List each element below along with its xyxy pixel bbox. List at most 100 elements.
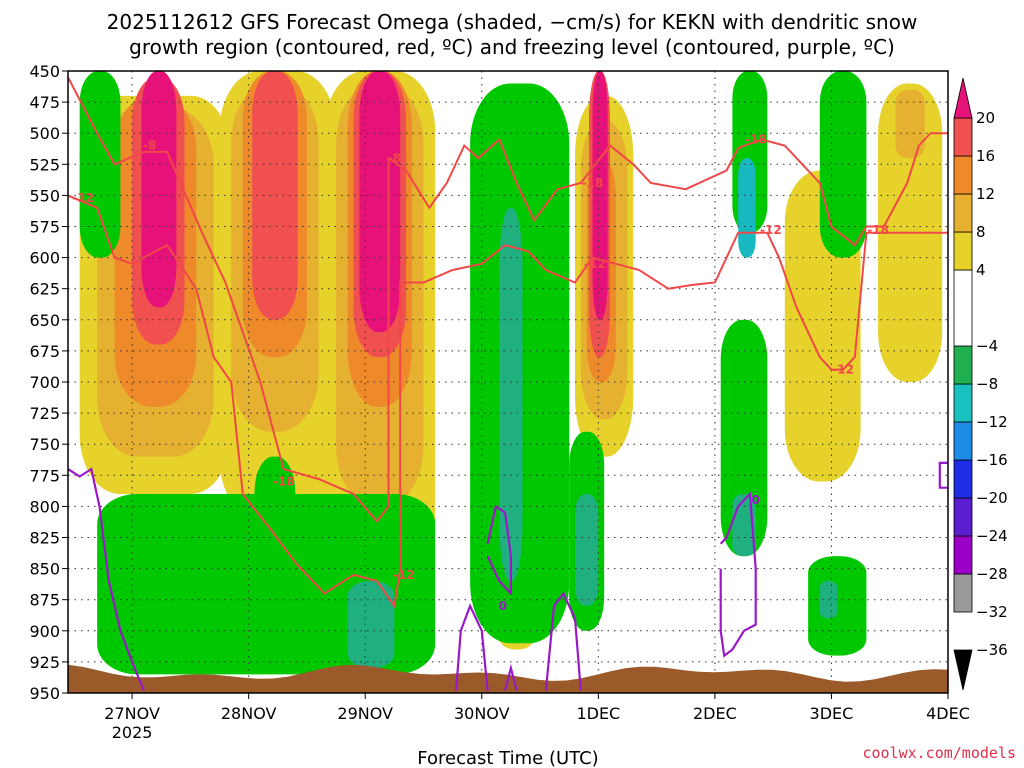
- dgz-minus12-2dec-label: -12: [760, 223, 782, 237]
- colorbar-label-8: 8: [976, 223, 986, 241]
- colorbar: 20 16 12 8 4 −4 −8 −12 −16 −20 −24 −28 −32 −36: [953, 77, 1008, 691]
- colorbar-label--16: −16: [976, 451, 1008, 469]
- dgz-minus18-3dec-label: -18: [867, 223, 889, 237]
- dgz-minus8-upper-label: -8: [143, 139, 156, 153]
- colorbar-band-2: [953, 497, 973, 537]
- credit-text: coolwx.com/models: [862, 744, 1016, 762]
- colorbar-band-10: [953, 155, 973, 195]
- colorbar-label-16: 16: [976, 147, 995, 165]
- colorbar-top-arrow: [953, 77, 973, 119]
- colorbar-label--4: −4: [976, 337, 998, 355]
- colorbar-label--12: −12: [976, 413, 1008, 431]
- y-axis-ticks: 450 475 500 525 550 575 600 625 650 675 700 725 750 7…: [29, 62, 68, 703]
- y-tick-label-525: 525: [29, 155, 60, 174]
- y-tick-label-625: 625: [29, 280, 60, 299]
- dgz-minus12-29nov-label: -12: [393, 568, 415, 582]
- x-tick-label-29NOV: 29NOV: [337, 704, 393, 723]
- colorbar-label--36: −36: [976, 641, 1008, 659]
- x-tick-label-27NOV: 27NOV: [104, 704, 160, 723]
- colorbar-band-11: [953, 117, 973, 157]
- dgz-minus18-label-28nov-label: -18: [273, 475, 295, 489]
- omega-blob-red-28nov: [252, 71, 298, 320]
- colorbar-band-0: [953, 573, 973, 613]
- y-tick-label-875: 875: [29, 591, 60, 610]
- x-tick-label-2DEC: 2DEC: [693, 704, 737, 723]
- colorbar-band-3: [953, 459, 973, 499]
- y-tick-label-800: 800: [29, 497, 60, 516]
- omega-blob-green-2dec-low: [720, 319, 768, 557]
- colorbar-label--24: −24: [976, 527, 1008, 545]
- x-tick-label-30NOV: 30NOV: [454, 704, 510, 723]
- y-tick-label-925: 925: [29, 653, 60, 672]
- y-tick-label-825: 825: [29, 529, 60, 548]
- y-tick-label-750: 750: [29, 435, 60, 454]
- dendritic-growth-contours: -8 -12 -18 -8 -12 -12 -18 -18 -12 -18 -12: [68, 76, 948, 609]
- fz-27nov: [68, 467, 145, 691]
- freezing-label-1: 0: [752, 493, 760, 507]
- omega-blob-teal-29nov: [347, 581, 395, 669]
- y-tick-label-900: 900: [29, 622, 60, 641]
- fz-30nov-c: [504, 663, 518, 691]
- omega-shading: [79, 71, 943, 675]
- x-tick-label-28NOV: 28NOV: [221, 704, 277, 723]
- dgz-minus12-1dec-label: -12: [584, 257, 606, 271]
- colorbar-label--28: −28: [976, 565, 1008, 583]
- y-tick-label-950: 950: [29, 684, 60, 703]
- colorbar-band-5: [953, 383, 973, 423]
- colorbar-label--8: −8: [976, 375, 998, 393]
- x-axis-label: Forecast Time (UTC): [417, 748, 598, 768]
- dgz-minus8-upper-line: [68, 76, 948, 523]
- omega-blob-magenta-27nov: [141, 71, 177, 308]
- y-tick-label-650: 650: [29, 311, 60, 330]
- dgz-minus12-lower-line: [68, 194, 948, 609]
- omega-blob-green-3dec-top: [819, 71, 867, 258]
- omega-blob-teal-1dec-low: [575, 493, 599, 606]
- colorbar-bottom-arrow: [953, 649, 973, 691]
- y-tick-label-550: 550: [29, 186, 60, 205]
- colorbar-band-9: [953, 193, 973, 233]
- chart-title-line1: 2025112612 GFS Forecast Omega (shaded, −…: [107, 10, 918, 34]
- dgz-minus8-29nov-label: -8: [388, 151, 401, 165]
- dgz-minus18-2dec-label: -18: [745, 132, 767, 146]
- fz-4dec: [938, 461, 948, 489]
- y-tick-label-700: 700: [29, 373, 60, 392]
- colorbar-label-12: 12: [976, 185, 995, 203]
- fz-1dec: [544, 591, 582, 691]
- dgz-minus12-3dec-label: -12: [832, 363, 854, 377]
- y-tick-label-575: 575: [29, 218, 60, 237]
- omega-blob-green-28nov-spike: [254, 456, 296, 669]
- x-tick-label-4DEC: 4DEC: [926, 704, 970, 723]
- y-tick-label-500: 500: [29, 124, 60, 143]
- colorbar-band-4: [953, 421, 973, 461]
- freezing-level-contours: 00: [68, 461, 948, 691]
- y-tick-label-450: 450: [29, 62, 60, 81]
- dgz-minus18-1dec-label: -18: [582, 176, 604, 190]
- omega-blob-gold-4dec: [895, 89, 925, 159]
- colorbar-band-1: [953, 535, 973, 575]
- x-tick-sublabel-27NOV: 2025: [112, 723, 153, 742]
- omega-blob-teal-2dec: [738, 158, 756, 258]
- y-tick-label-725: 725: [29, 404, 60, 423]
- y-tick-label-675: 675: [29, 342, 60, 361]
- omega-blob-teal-30nov: [499, 207, 523, 582]
- x-tick-label-1DEC: 1DEC: [576, 704, 620, 723]
- x-tick-label-3DEC: 3DEC: [810, 704, 854, 723]
- chart-title-line2: growth region (contoured, red, ºC) and f…: [129, 35, 895, 59]
- fz-30nov-a: [455, 603, 489, 691]
- colorbar-band-7: [953, 269, 973, 347]
- colorbar-band-6: [953, 345, 973, 385]
- fz-2dec: [719, 491, 757, 658]
- dgz-minus12-lower-label: -12: [72, 191, 94, 205]
- omega-blob-magenta-29nov: [359, 71, 401, 333]
- y-tick-label-775: 775: [29, 466, 60, 485]
- colorbar-label-4: 4: [976, 261, 986, 279]
- y-tick-label-475: 475: [29, 93, 60, 112]
- colorbar-label--20: −20: [976, 489, 1008, 507]
- y-tick-label-850: 850: [29, 560, 60, 579]
- colorbar-label-20: 20: [976, 109, 995, 127]
- fz-30nov-b: [486, 504, 512, 597]
- colorbar-label--32: −32: [976, 603, 1008, 621]
- colorbar-band-8: [953, 231, 973, 271]
